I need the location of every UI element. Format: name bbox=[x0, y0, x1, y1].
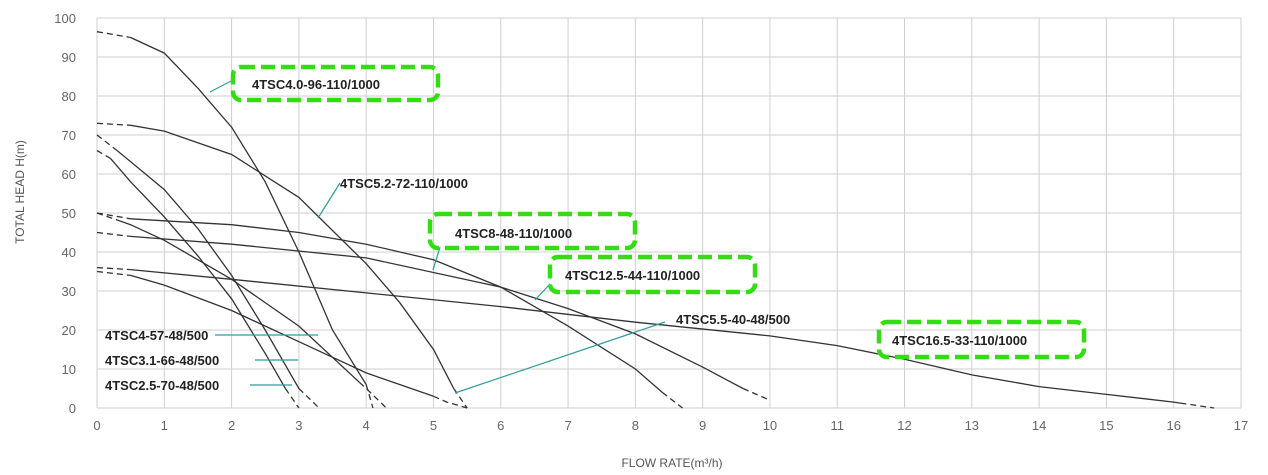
y-tick-label: 80 bbox=[62, 89, 76, 104]
curve-extension-start bbox=[96, 134, 118, 152]
pump-curve bbox=[130, 268, 1181, 404]
x-tick-label: 15 bbox=[1099, 418, 1113, 433]
x-tick-label: 17 bbox=[1234, 418, 1248, 433]
curve-extension-end bbox=[365, 384, 374, 409]
x-tick-label: 6 bbox=[497, 418, 504, 433]
x-tick-label: 1 bbox=[161, 418, 168, 433]
x-tick-label: 3 bbox=[295, 418, 302, 433]
grid bbox=[96, 17, 1242, 409]
x-tick-label: 8 bbox=[632, 418, 639, 433]
curve-extension-start bbox=[96, 212, 131, 220]
y-tick-label: 70 bbox=[62, 128, 76, 143]
pump-curve bbox=[130, 235, 744, 390]
curve-extension-start bbox=[96, 31, 131, 39]
y-tick-label: 0 bbox=[69, 401, 76, 416]
x-tick-label: 7 bbox=[564, 418, 571, 433]
curve-extension-end bbox=[433, 395, 468, 409]
pump-curve bbox=[130, 274, 434, 397]
highlight-box bbox=[427, 211, 638, 251]
curve-label: 4TSC16.5-33-110/1000 bbox=[892, 333, 1027, 348]
curve-label: 4TSC3.1-66-48/500 bbox=[105, 353, 219, 368]
y-tick-label: 100 bbox=[54, 11, 76, 26]
leader-line bbox=[534, 283, 551, 301]
x-tick-label: 4 bbox=[363, 418, 370, 433]
curve-extension-end bbox=[742, 387, 771, 401]
curve-label: 4TSC2.5-70-48/500 bbox=[105, 378, 219, 393]
y-tick-label: 20 bbox=[62, 323, 76, 338]
curve-labels: 4TSC4.0-96-110/1000 4TSC5.2-72-110/1000 4T… bbox=[105, 64, 1087, 393]
leader-line bbox=[454, 321, 666, 394]
curve-label: 4TSC5.2-72-110/1000 bbox=[340, 176, 468, 191]
curve-extension-end bbox=[358, 381, 387, 409]
highlight-box bbox=[547, 254, 758, 295]
curve-label: 4TSC4-57-48/500 bbox=[105, 328, 208, 343]
x-tick-label: 12 bbox=[897, 418, 911, 433]
pump-curve bbox=[130, 218, 663, 393]
leader-line bbox=[209, 79, 234, 93]
pump-curve bbox=[116, 150, 300, 389]
highlight-box bbox=[876, 319, 1087, 360]
curve-extension-start bbox=[96, 122, 131, 126]
curve-extension-start bbox=[96, 270, 131, 277]
pump-curve bbox=[130, 124, 455, 389]
curve-extension-start bbox=[96, 231, 131, 238]
x-tick-label: 13 bbox=[965, 418, 979, 433]
x-tick-label: 16 bbox=[1166, 418, 1180, 433]
curve-label: 4TSC5.5-40-48/500 bbox=[676, 312, 790, 327]
curve-extension-end bbox=[453, 388, 468, 409]
curve-extension-start bbox=[96, 212, 118, 221]
y-tick-label: 40 bbox=[62, 245, 76, 260]
tick-labels: 0 1 2 3 4 5 6 7 8 9 10 11 12 13 14 15 16 1701020304050607… bbox=[54, 11, 1248, 433]
curve-extension-end bbox=[661, 391, 683, 409]
x-tick-label: 10 bbox=[763, 418, 777, 433]
x-tick-label: 0 bbox=[93, 418, 100, 433]
leader-line bbox=[432, 246, 441, 271]
x-tick-label: 14 bbox=[1032, 418, 1046, 433]
x-tick-label: 5 bbox=[430, 418, 437, 433]
x-tick-label: 11 bbox=[830, 418, 844, 433]
curve-extension-start bbox=[96, 266, 131, 271]
y-tick-label: 60 bbox=[62, 167, 76, 182]
x-tick-label: 2 bbox=[228, 418, 235, 433]
curve-extension-end bbox=[298, 388, 320, 409]
y-tick-label: 10 bbox=[62, 362, 76, 377]
y-tick-label: 30 bbox=[62, 284, 76, 299]
y-axis-label: TOTAL HEAD H(m) bbox=[13, 140, 27, 244]
curve-extension-start bbox=[96, 150, 111, 159]
curve-extension-end bbox=[1180, 402, 1215, 409]
highlight-box bbox=[230, 64, 441, 103]
curve-label: 4TSC12.5-44-110/1000 bbox=[565, 268, 700, 283]
x-axis-label: FLOW RATE(m³/h) bbox=[621, 456, 722, 470]
pump-curve bbox=[130, 36, 367, 385]
y-tick-label: 90 bbox=[62, 50, 76, 65]
leader-line bbox=[317, 182, 341, 219]
curve-extension-end bbox=[284, 388, 300, 409]
x-tick-label: 9 bbox=[699, 418, 706, 433]
curve-label: 4TSC8-48-110/1000 bbox=[455, 226, 572, 241]
leader-lines bbox=[209, 79, 666, 394]
pump-curve bbox=[110, 157, 286, 389]
y-tick-label: 50 bbox=[62, 206, 76, 221]
curve-label: 4TSC4.0-96-110/1000 bbox=[252, 77, 380, 92]
